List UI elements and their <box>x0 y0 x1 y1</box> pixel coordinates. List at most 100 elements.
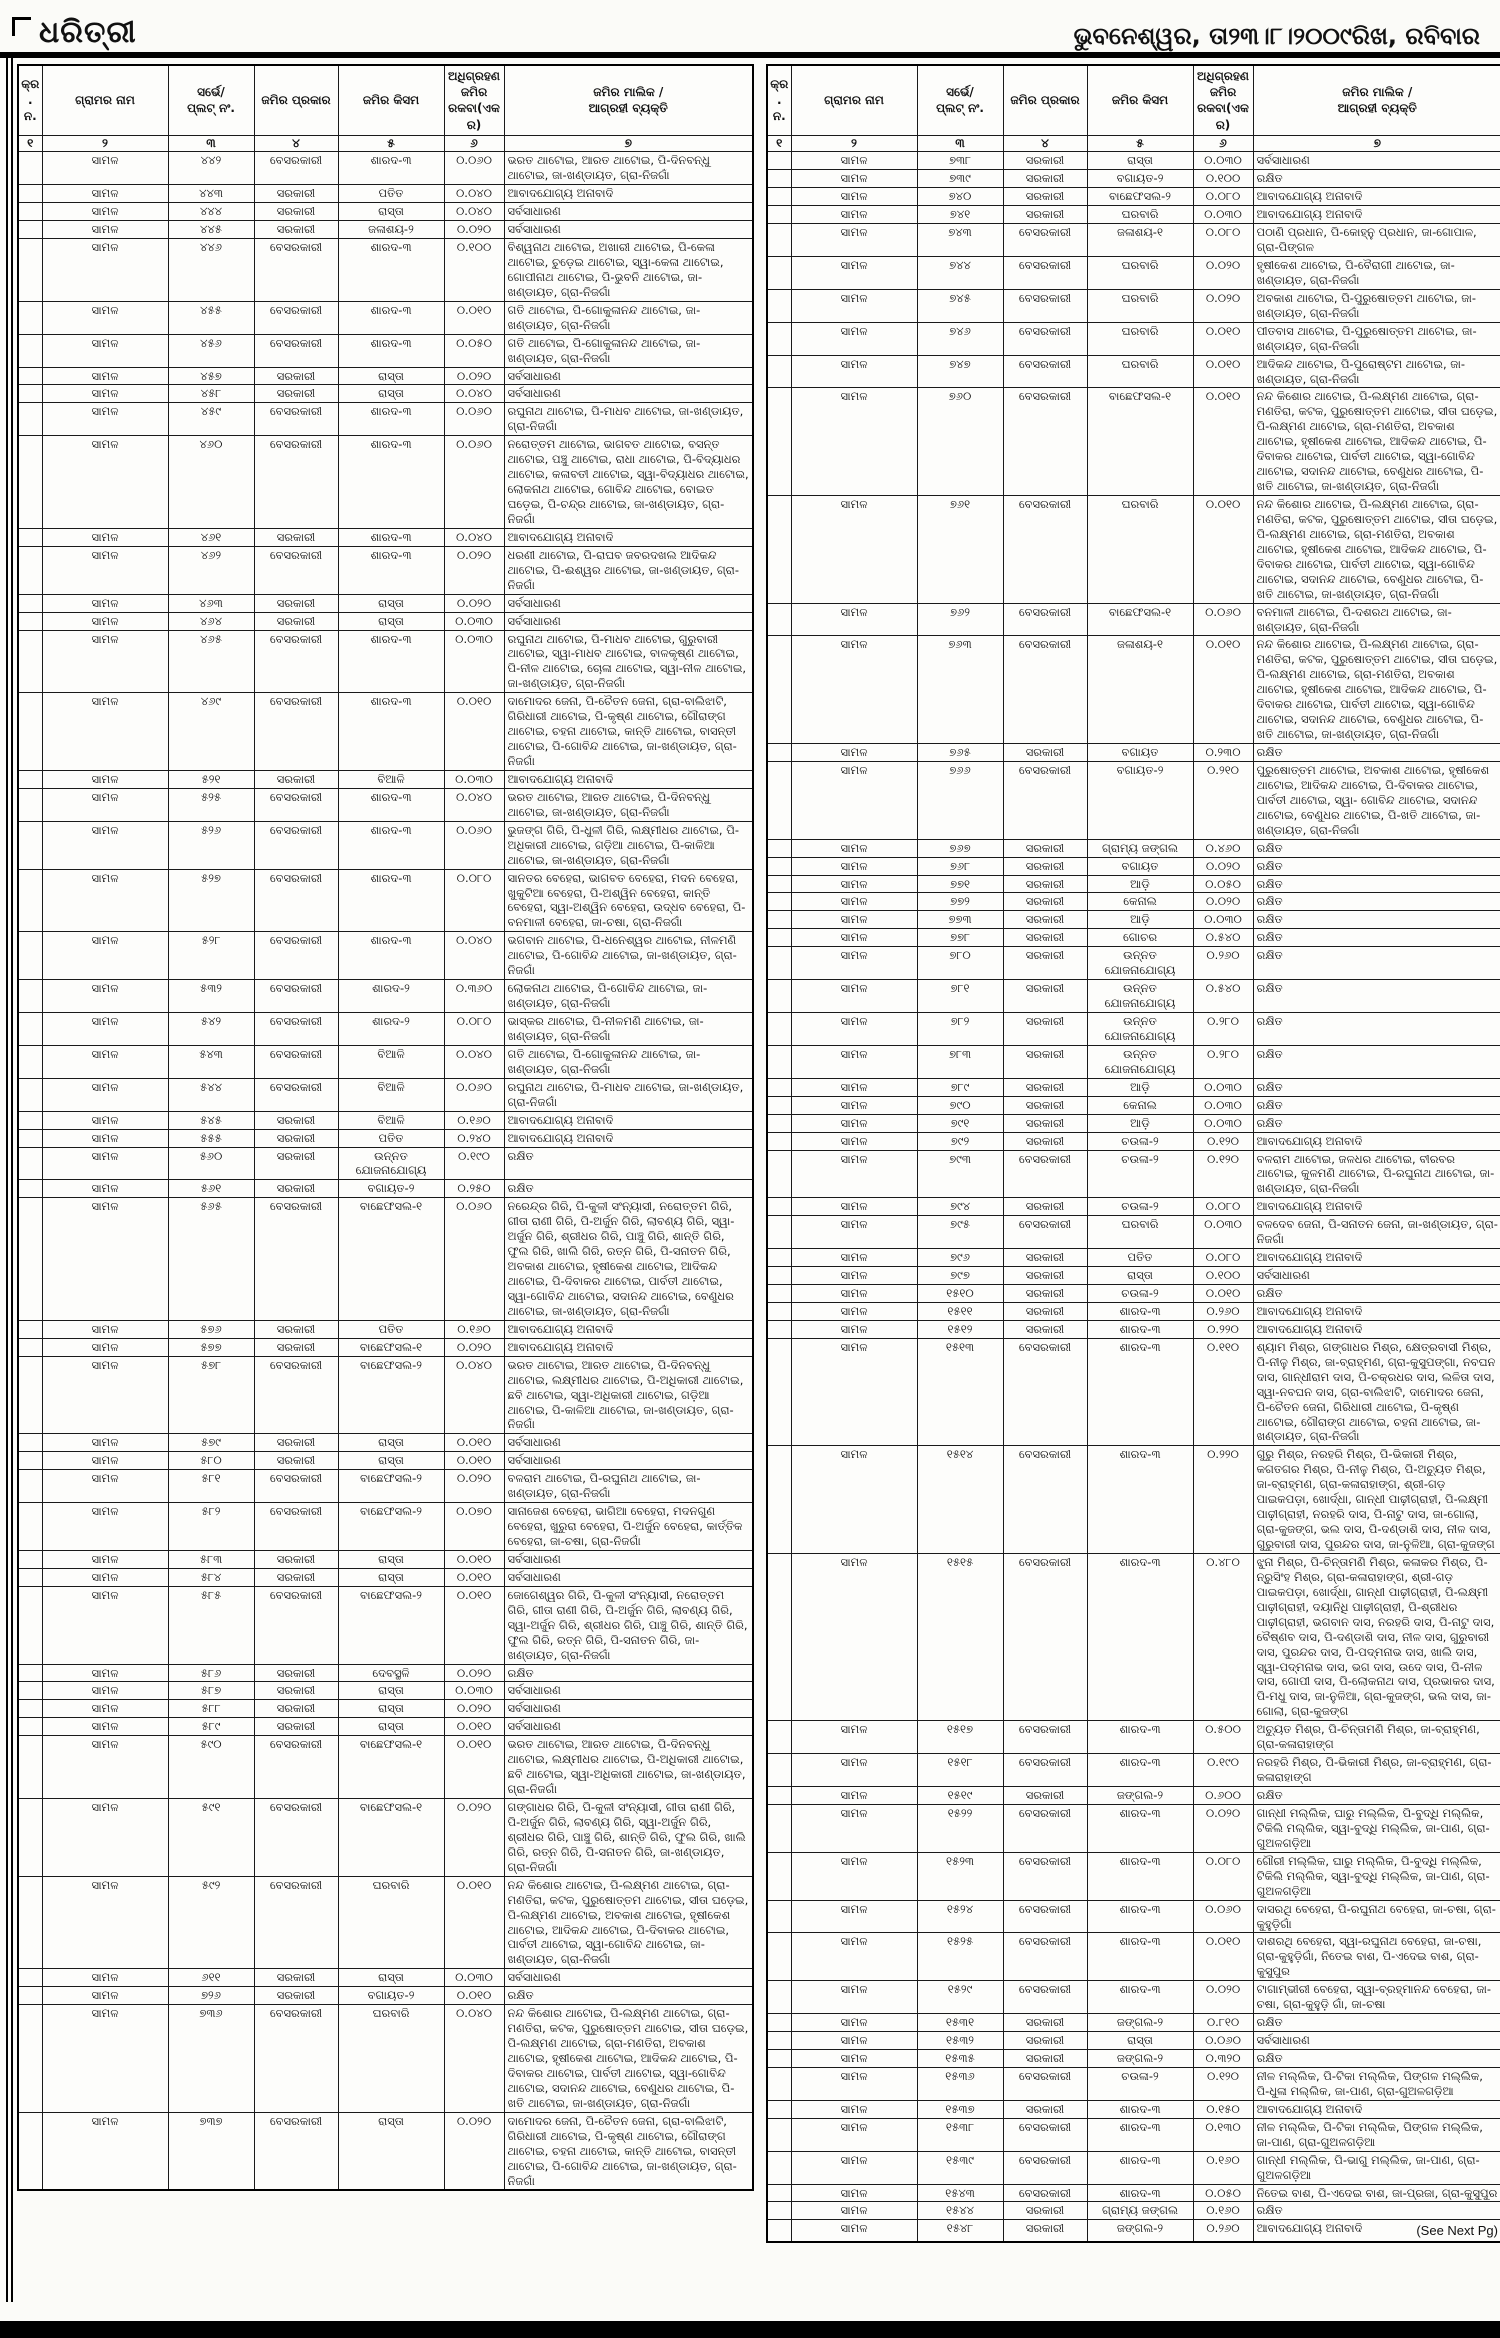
cell-acquired-area: ୦.୧୨୦ <box>1192 1131 1254 1151</box>
cell-land-owner: ସାନତର ବେହେରା, ଭାଗବତ ବେହେରା, ମଦନ ବେହେରା, … <box>503 868 754 933</box>
table-row: ସାମଳ ୪୫୯ ବେସରକାରୀ ଶାରଦ-୩ ୦.୦୬୦ ରଘୁନାଥ ଥାଟୋଇ, … <box>17 402 754 437</box>
cell-survey-plot-no: ୪୫୭ <box>167 366 255 386</box>
cell-survey-plot-no: ୭୯୭ <box>916 1266 1004 1286</box>
table-row: ସାମଳ ୪୫୫ ବେସରକାରୀ ଶାରଦ-୩ ୦.୦୧୦ ଗତି ଥାଟୋଇ, ପି-… <box>17 300 754 335</box>
cell-acquired-area: ୦.୦୮୦ <box>1192 187 1254 207</box>
cell-acquired-area: ୦.୦୧୦ <box>1192 354 1254 389</box>
cell-survey-plot-no: ୪୫୯ <box>167 402 255 437</box>
cell-land-type: ବେସରକାରୀ <box>1002 1932 1088 1982</box>
cell-survey-plot-no: ୪୬୧ <box>167 527 255 547</box>
cell-serial-no <box>766 1337 792 1447</box>
column-header-4: ଜମିର ପ୍ରକାର <box>1002 64 1088 136</box>
cell-survey-plot-no: ୭୮୦ <box>916 946 1004 981</box>
cell-land-type: ସରକାରୀ <box>253 1567 339 1587</box>
cell-land-type: ବେସରକାରୀ <box>1002 255 1088 290</box>
cell-land-kind: ରାସ୍ତା <box>337 1567 445 1587</box>
cell-acquired-area: ୦.୦୪୦ <box>443 1355 505 1435</box>
cell-land-type: ବେସରକାରୀ <box>253 931 339 981</box>
table-row: ସାମଳ ୭୩୯ ସରକାରୀ ବଗାୟତ-୨ ୦.୧୦୦ ରକ୍ଷିତ <box>766 169 1500 189</box>
cell-acquired-area: ୦.୦୨୦ <box>1192 892 1254 912</box>
table-row: ସାମଳ ୭୩୮ ସରକାରୀ ରାସ୍ତା ୦.୦୩୦ ସର୍ବସାଧାରଣ <box>766 151 1500 171</box>
table-row: ସାମଳ ୧୫୧୩ ବେସରକାରୀ ଶାରଦ-୩ ୦.୧୧୦ ଶ୍ୟାମ ମିଶ୍ର, … <box>766 1337 1500 1447</box>
cell-acquired-area: ୦.୦୬୦ <box>1192 2031 1254 2051</box>
cell-acquired-area: ୦.୦୫୦ <box>1192 874 1254 894</box>
cell-land-owner: ସର୍ବସାଧାରଣ <box>503 1717 754 1737</box>
cell-land-type: ସରକାରୀ <box>253 1433 339 1453</box>
cell-survey-plot-no: ୧୫୪୮ <box>916 2219 1004 2243</box>
cell-village-name: ସାମଳ <box>41 1451 169 1471</box>
cell-survey-plot-no: ୧୫୨୫ <box>916 1932 1004 1982</box>
cell-survey-plot-no: ୭୭୨ <box>916 892 1004 912</box>
cell-land-owner: ରକ୍ଷିତ <box>503 1146 754 1181</box>
cell-survey-plot-no: ୭୬୬ <box>916 760 1004 840</box>
cell-village-name: ସାମଳ <box>41 220 169 240</box>
cell-acquired-area: ୦.୧୬୦ <box>1192 2150 1254 2185</box>
cell-serial-no <box>766 1720 792 1755</box>
cell-survey-plot-no: ୫୮୨ <box>167 1502 255 1551</box>
cell-survey-plot-no: ୧୫୩୬ <box>916 2066 1004 2101</box>
cell-land-owner: ନିତେଇ ବାଶ, ପି-ଏଦେଇ ବାଶ, ଜା-ପ୍ରଜା, ଗ୍ରା-କ… <box>1252 2183 1500 2203</box>
cell-acquired-area: ୦.୦୪୦ <box>443 787 505 822</box>
table-row: ସାମଳ ୭୬୫ ସରକାରୀ ବଗାୟତ ୦.୨୩୦ ରକ୍ଷିତ <box>766 743 1500 762</box>
cell-serial-no <box>17 1128 43 1148</box>
cell-survey-plot-no: ୧୫୩୯ <box>916 2150 1004 2185</box>
cell-survey-plot-no: ୭୬୨ <box>916 602 1004 637</box>
cell-serial-no <box>17 931 43 981</box>
cell-serial-no <box>766 1113 792 1133</box>
cell-serial-no <box>17 1663 43 1683</box>
cell-land-owner: ନୀଳ ମଲ୍ଲିକ, ପି-ଟିକା ମଲ୍ଲିକ, ପିଙ୍ଗଳ ମଲ୍ଲି… <box>1252 2117 1500 2152</box>
table-row: ସାମଳ ୫୯୦ ବେସରକାରୀ ବାଛେଫସଲ-୧ ୦.୦୧୦ ଭରତ ଥାଟୋଇ, … <box>17 1735 754 1800</box>
table-row: ସାମଳ ୬୧୧ ସରକାରୀ ରାସ୍ତା ୦.୦୩୦ ସର୍ବସାଧାରଣ <box>17 1968 754 1988</box>
cell-land-owner: ଆବାଦଯୋଗ୍ୟ ଅନାବାଦି <box>503 1319 754 1339</box>
column-number: ୬ <box>1192 134 1254 153</box>
cell-serial-no <box>17 435 43 529</box>
cell-acquired-area: ୦.୦୬୦ <box>443 402 505 437</box>
cell-serial-no <box>17 527 43 547</box>
cell-land-owner: ସର୍ବସାଧାରଣ <box>503 202 754 222</box>
cell-survey-plot-no: ୫୭୯ <box>167 1433 255 1453</box>
cell-land-type: ସରକାରୀ <box>253 1319 339 1339</box>
cell-land-owner: ହୃଷୀକେଶ ଥାଟୋଇ, ପି-ବୈରାଗୀ ଥାଟୋଇ, ଜା-ଖଣ୍ଡା… <box>1252 255 1500 290</box>
cell-village-name: ସାମଳ <box>790 321 918 356</box>
cell-land-owner: ଭଗବାନ ଥାଟୋଇ, ପି-ଧନେଶ୍ୱର ଥାଟୋଇ, ନୀଳମଣି ଥା… <box>503 931 754 981</box>
cell-land-kind: ବିଆଳି <box>337 1044 445 1079</box>
table-row: ସାମଳ ୫୪୫ ସରକାରୀ ବିଆଳି ୦.୧୬୦ ଆବାଦଯୋଗ୍ୟ ଅନାବାଦି <box>17 1110 754 1130</box>
land-acquisition-table-left: କ୍ର. ନ. ଗ୍ରାମର ନାମ ସର୍ଭେ/ ପ୍ଲଟ୍ ନଂ. ଜମିର ପ୍… <box>17 64 754 2192</box>
cell-serial-no <box>766 1012 792 1046</box>
cell-survey-plot-no: ୭୪୭ <box>916 354 1004 389</box>
cell-village-name: ସାମଳ <box>41 1986 169 2006</box>
cell-serial-no <box>17 1110 43 1130</box>
cell-survey-plot-no: ୭୯୧ <box>916 1113 1004 1133</box>
cell-serial-no <box>17 629 43 694</box>
cell-acquired-area: ୦.୦୨୦ <box>443 593 505 613</box>
cell-land-type: ବେସରକାରୀ <box>253 1012 339 1046</box>
cell-acquired-area: ୦.୦୨୦ <box>1192 1803 1254 1853</box>
cell-survey-plot-no: ୭୪୬ <box>916 321 1004 356</box>
cell-acquired-area: ୦.୦୪୦ <box>443 1044 505 1079</box>
cell-acquired-area: ୦.୦୧୦ <box>1192 387 1254 497</box>
cell-acquired-area: ୦.୧୨୦ <box>1192 2066 1254 2101</box>
cell-land-type: ସରକାରୀ <box>253 1110 339 1130</box>
cell-land-type: ସରକାରୀ <box>253 184 339 204</box>
cell-land-owner: ଦାସରଥି ବେହେରା, ପି-ରଘୁନାଥ ବେହେରା, ଜା-ଚଷା,… <box>1252 1899 1500 1934</box>
cell-land-type: ବେସରକାରୀ <box>253 1044 339 1079</box>
cell-land-type: ବେସରକାରୀ <box>1002 321 1088 356</box>
cell-land-type: ସରକାରୀ <box>1002 1095 1088 1115</box>
cell-land-kind: ବାଛେଫସଲ-୧ <box>337 1337 445 1357</box>
cell-village-name: ସାମଳ <box>790 1149 918 1199</box>
cell-survey-plot-no: ୪୬୪ <box>167 611 255 631</box>
cell-survey-plot-no: ୭୪୩ <box>916 223 1004 257</box>
cell-village-name: ସାମଳ <box>790 387 918 497</box>
cell-land-type: ବେସରକାରୀ <box>1002 223 1088 257</box>
cell-land-kind: ଶାରଦ-୩ <box>1086 1445 1194 1554</box>
cell-land-owner: ସର୍ବସାଧାରଣ <box>1252 1266 1500 1286</box>
cell-land-type: ସରକାରୀ <box>1002 1044 1088 1079</box>
cell-village-name: ସାମଳ <box>41 787 169 822</box>
column-header-3: ସର୍ଭେ/ ପ୍ଲଟ୍ ନଂ. <box>916 64 1004 136</box>
cell-village-name: ସାମଳ <box>41 184 169 204</box>
cell-serial-no <box>766 387 792 497</box>
cell-village-name: ସାମଳ <box>41 1179 169 1199</box>
cell-land-owner: ଗତି ଥାଟୋଇ, ପି-ଗୋକୁଳାନନ୍ଦ ଥାଟୋଇ, ଜା-ଖଣ୍ଡା… <box>503 300 754 335</box>
table-row: ସାମଳ ୭୯୭ ସରକାରୀ ରାସ୍ତା ୦.୧୦୦ ସର୍ବସାଧାରଣ <box>766 1266 1500 1286</box>
cell-land-owner: ଗଙ୍ଗାଧର ଗିରି, ପି-କୁଳୀ ସଂନ୍ୟାସୀ, ଗୀତା ରାଣ… <box>503 1798 754 1877</box>
